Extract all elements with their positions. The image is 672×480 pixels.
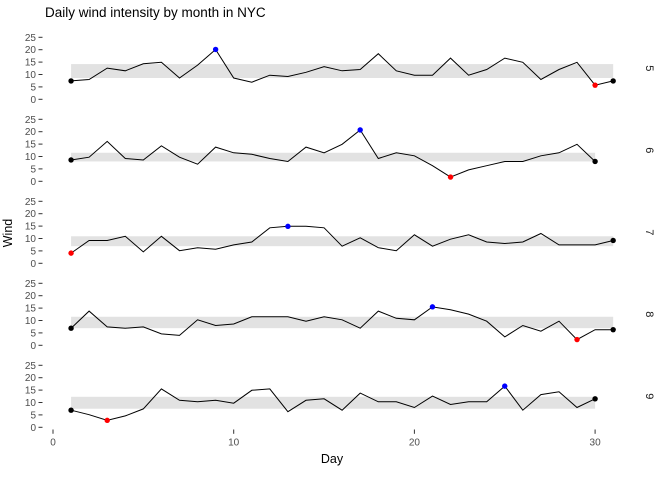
wind-line (70, 385, 596, 421)
y-tick-label: 0 (30, 423, 36, 434)
y-tick-label: 20 (25, 291, 37, 302)
min-point-dot (447, 174, 454, 180)
endpoint-dot (68, 325, 74, 331)
y-tick-label: 25 (25, 279, 37, 290)
min-point-dot (574, 336, 580, 343)
facet-strip-label: 5 (643, 65, 655, 71)
y-tick-label: 20 (25, 127, 37, 138)
y-tick-label: 25 (25, 197, 37, 208)
endpoint-dot (68, 157, 74, 163)
y-tick-label: 5 (30, 82, 36, 93)
y-tick-label: 10 (25, 398, 37, 409)
y-tick-label: 15 (25, 222, 37, 233)
x-tick-label: 10 (228, 438, 240, 449)
wind-line (71, 48, 614, 86)
y-tick-label: 25 (25, 361, 37, 372)
max-point-dot (429, 304, 436, 310)
max-point-dot (502, 383, 508, 389)
y-tick-label: 15 (25, 386, 37, 397)
y-tick-label: 15 (25, 304, 37, 315)
x-axis-title: Day (320, 452, 344, 466)
endpoint-dot (592, 396, 598, 402)
iqr-band (71, 316, 614, 329)
y-tick-label: 20 (25, 45, 37, 56)
y-tick-label: 10 (25, 152, 37, 163)
y-tick-label: 10 (25, 234, 37, 245)
y-tick-label: 0 (30, 341, 36, 352)
y-tick-label: 0 (30, 259, 36, 270)
wind-line (70, 225, 614, 254)
min-point-dot (592, 82, 598, 88)
facet-strip-label: 9 (643, 393, 655, 399)
max-point-dot (357, 127, 363, 133)
y-tick-label: 0 (30, 177, 36, 188)
y-tick-label: 20 (25, 373, 37, 384)
endpoint-dot (610, 78, 616, 84)
y-tick-label: 5 (30, 246, 36, 257)
x-tick-label: 0 (50, 438, 56, 449)
endpoint-dot (610, 237, 616, 244)
endpoint-dot (610, 326, 616, 333)
y-tick-label: 10 (25, 70, 37, 81)
facet-strip-label: 6 (643, 147, 655, 153)
endpoint-dot (68, 407, 74, 413)
y-tick-label: 5 (30, 328, 36, 339)
max-point-dot (212, 46, 219, 53)
y-tick-label: 5 (30, 164, 36, 175)
endpoint-dot (592, 158, 598, 165)
y-tick-label: 20 (25, 209, 37, 220)
chart-title: Daily wind intensity by month in NYC (45, 5, 266, 20)
wind-line (70, 306, 614, 341)
y-tick-label: 25 (25, 33, 37, 44)
y-tick-label: 10 (25, 316, 37, 327)
iqr-band (71, 396, 596, 409)
facet-strip-label: 8 (643, 311, 655, 317)
y-tick-label: 25 (25, 115, 37, 126)
min-point-dot (68, 250, 74, 256)
endpoint-dot (68, 78, 74, 84)
y-tick-label: 15 (25, 140, 37, 151)
y-tick-label: 5 (30, 410, 36, 421)
min-point-dot (104, 417, 110, 424)
max-point-dot (285, 223, 291, 230)
y-tick-label: 15 (25, 58, 37, 69)
iqr-band (71, 236, 614, 247)
x-tick-label: 20 (409, 438, 421, 449)
y-tick-label: 0 (30, 95, 36, 106)
wind-line (71, 129, 596, 178)
x-tick-label: 30 (590, 438, 602, 449)
facet-strip-label: 7 (643, 229, 655, 235)
iqr-band (71, 152, 596, 162)
